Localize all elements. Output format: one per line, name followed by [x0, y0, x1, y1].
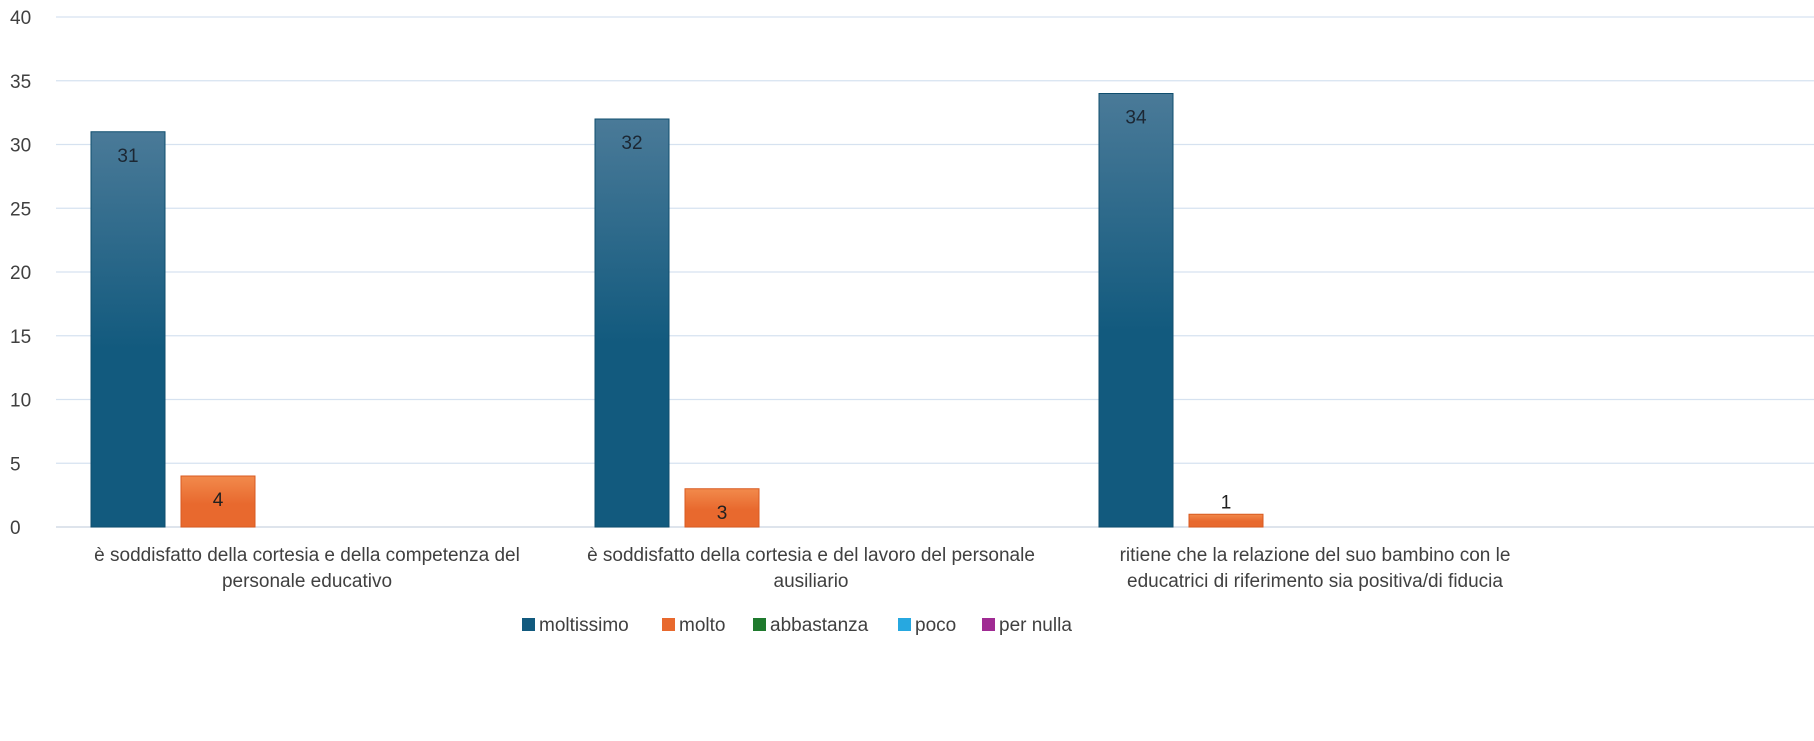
- legend-label: per nulla: [999, 615, 1072, 636]
- x-axis-labels: è soddisfatto della cortesia e della com…: [94, 545, 1510, 592]
- legend-swatch: [898, 618, 911, 631]
- legend-swatch: [522, 618, 535, 631]
- data-label: 34: [1125, 108, 1147, 129]
- legend-item-abbastanza[interactable]: abbastanza: [753, 615, 869, 636]
- y-axis-ticks: 0 5 10 15 20 25 30 35 40: [10, 8, 31, 539]
- x-category-label: è soddisfatto della cortesia e del lavor…: [587, 545, 1035, 566]
- legend-item-per-nulla[interactable]: per nulla: [982, 615, 1072, 636]
- x-category-label: ritiene che la relazione del suo bambino…: [1120, 545, 1511, 566]
- legend-item-molto[interactable]: molto: [662, 615, 725, 636]
- y-tick-label: 25: [10, 199, 31, 220]
- bars: [90, 93, 1264, 528]
- legend-swatch: [753, 618, 766, 631]
- bar-moltissimo-2[interactable]: [594, 118, 670, 528]
- legend-label: poco: [915, 615, 956, 636]
- legend-item-moltissimo[interactable]: moltissimo: [522, 615, 629, 636]
- data-label: 31: [117, 146, 138, 167]
- data-label: 1: [1221, 492, 1232, 513]
- y-tick-label: 20: [10, 263, 31, 284]
- bar-moltissimo-1[interactable]: [90, 131, 166, 528]
- data-label: 3: [717, 503, 728, 524]
- bar-molto-1[interactable]: [180, 475, 256, 528]
- legend-item-poco[interactable]: poco: [898, 615, 956, 636]
- y-tick-label: 15: [10, 327, 31, 348]
- x-category-label: educatrici di riferimento sia positiva/d…: [1127, 571, 1503, 592]
- y-tick-label: 35: [10, 72, 31, 93]
- x-category-label: ausiliario: [774, 571, 849, 592]
- bar-moltissimo-3[interactable]: [1098, 93, 1174, 528]
- x-category-label: personale educativo: [222, 571, 392, 592]
- x-category-label: è soddisfatto della cortesia e della com…: [94, 545, 520, 566]
- legend[interactable]: moltissimo molto abbastanza poco per nulla: [522, 615, 1072, 636]
- legend-label: molto: [679, 615, 725, 636]
- y-tick-label: 10: [10, 391, 31, 412]
- y-tick-label: 5: [10, 454, 21, 475]
- data-label: 4: [213, 490, 224, 511]
- legend-label: abbastanza: [770, 615, 869, 636]
- y-tick-label: 40: [10, 8, 31, 29]
- gridlines: [56, 16, 1814, 528]
- bar-molto-3[interactable]: [1188, 513, 1264, 528]
- data-label: 32: [621, 133, 642, 154]
- legend-swatch: [982, 618, 995, 631]
- legend-swatch: [662, 618, 675, 631]
- y-tick-label: 30: [10, 136, 31, 157]
- legend-label: moltissimo: [539, 615, 629, 636]
- y-tick-label: 0: [10, 518, 21, 539]
- bar-molto-2[interactable]: [684, 488, 760, 528]
